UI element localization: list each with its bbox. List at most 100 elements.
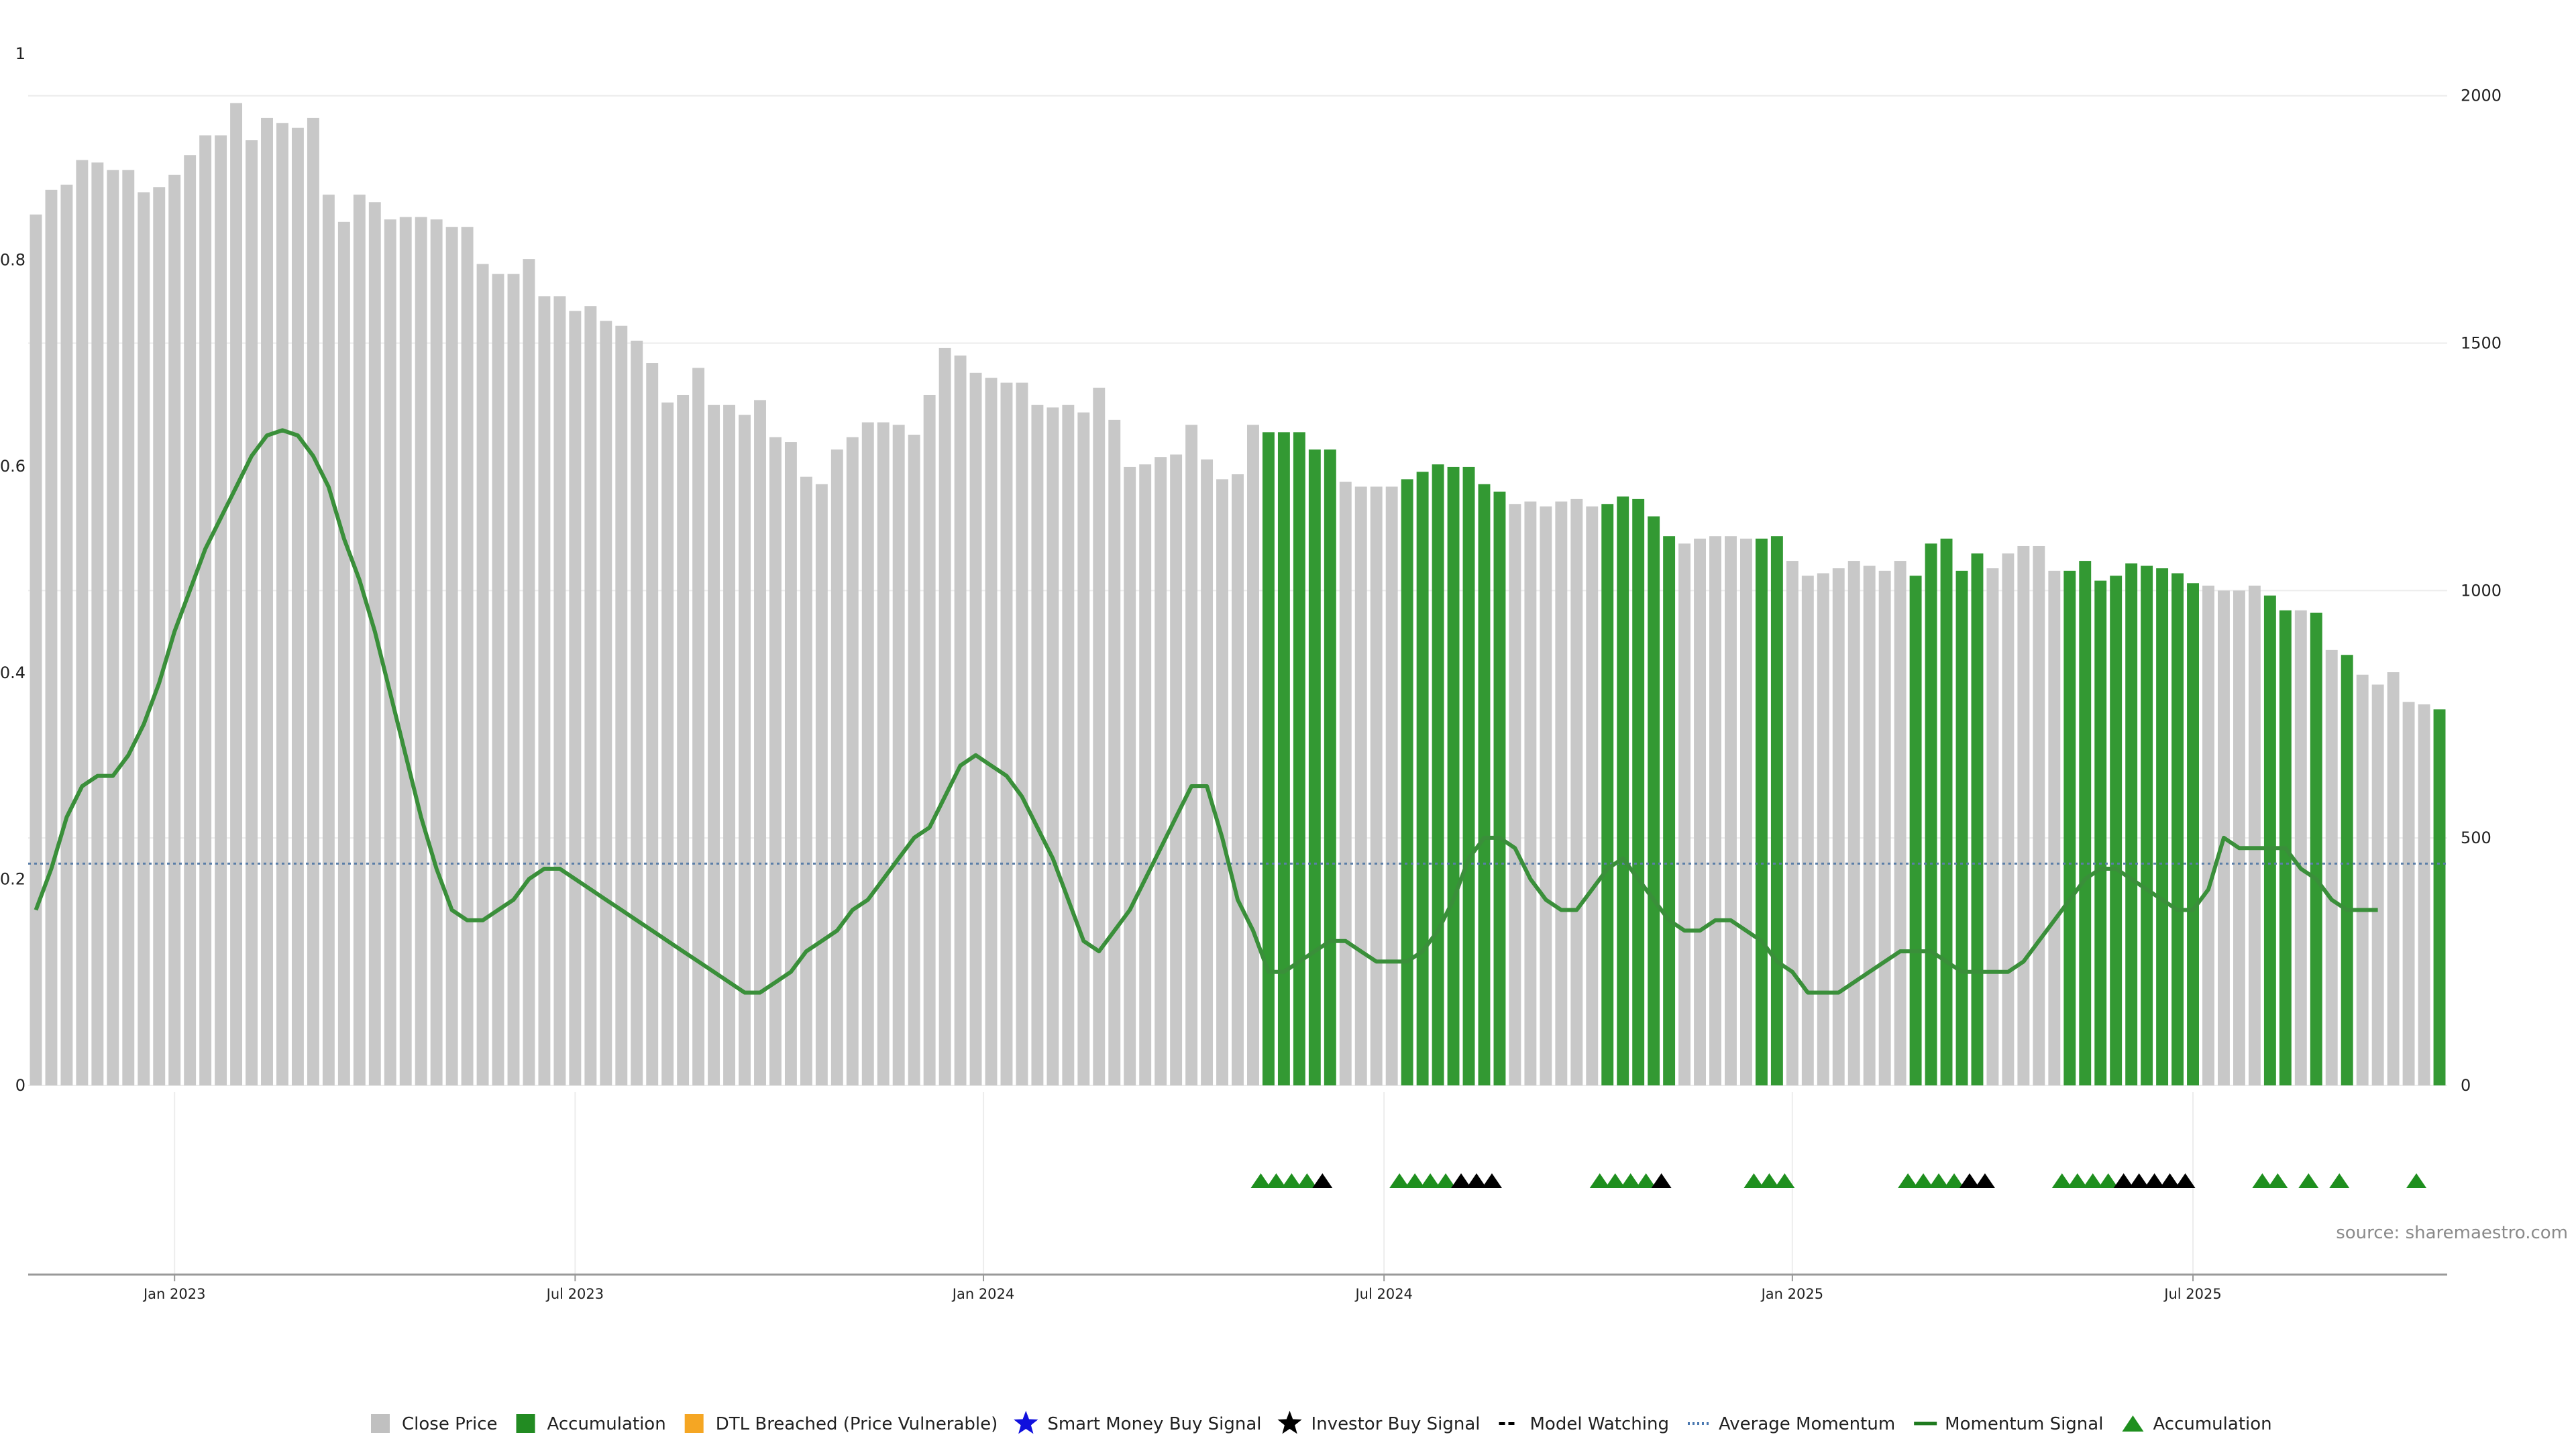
accumulation-bar [1493,491,1506,1085]
close-price-bar [276,123,288,1085]
close-price-bar [861,422,874,1085]
close-price-bar [830,449,843,1085]
accumulation-bar [2079,561,2092,1085]
accumulation-bar [1432,464,1444,1085]
accumulation-bar [1940,538,1953,1085]
source-label: source: sharemaestro.com [2336,1223,2568,1243]
legend-item: Average Momentum [1687,1414,1895,1434]
close-price-bar [2418,704,2430,1085]
close-price-bar [153,187,166,1085]
accumulation-bar [1909,576,1922,1085]
close-price-bar [569,311,582,1086]
accumulation-triangle [1774,1173,1795,1188]
right-axis-tick-label: 1000 [2461,581,2502,600]
close-price-bar [908,434,920,1085]
right-axis-tick-label: 500 [2461,828,2491,847]
close-price-bar [1108,419,1121,1085]
accumulation-bar [1971,553,1984,1085]
left-axis-tick-label: 0.2 [0,869,25,888]
accumulation-triangle [2406,1173,2427,1188]
legend-label: Accumulation [547,1414,666,1434]
accumulation-bar [2125,563,2138,1085]
accumulation-triangle [2267,1173,2288,1188]
accumulation-bar [2156,568,2169,1085]
legend-item: Momentum Signal [1914,1414,2103,1434]
close-price-bar [1678,543,1691,1085]
close-price-bar [45,189,58,1085]
accumulation-bar [2341,655,2353,1085]
investor-buy-marker [2144,1173,2165,1188]
close-price-bar [1709,536,1721,1085]
legend-item: Model Watching [1499,1414,1669,1434]
left-axis-tick-label: 0.4 [0,663,25,682]
close-price-bar [1216,479,1228,1085]
close-price-bar [307,117,319,1085]
close-price-bar [2325,649,2338,1085]
close-price-bar [184,155,197,1085]
close-price-bar [584,306,597,1086]
accumulation-bar [1324,449,1336,1085]
accumulation-triangle [1297,1173,1318,1188]
investor-buy-marker [1466,1173,1487,1188]
close-price-bar [969,372,982,1085]
legend-square-swatch [516,1414,535,1433]
legend-label: Investor Buy Signal [1311,1414,1481,1434]
accumulation-triangle [1944,1173,1965,1188]
close-price-bar [1509,504,1521,1085]
accumulation-triangle [2252,1173,2273,1188]
close-price-bar [30,214,42,1085]
close-price-bar [877,422,890,1085]
close-price-bar [215,135,227,1085]
close-price-bar [1124,466,1136,1085]
close-price-bar [246,140,258,1085]
left-axis-ticks: 0 0.2 0.4 0.6 0.8 1 [0,44,25,1095]
close-price-bar [1586,506,1599,1085]
close-price-bar [985,378,998,1085]
close-price-bar [938,347,951,1086]
close-price-bar [2371,684,2384,1085]
close-price-bar [1062,405,1075,1085]
close-price-bar [1077,412,1090,1085]
close-price-bar [2048,570,2061,1085]
close-price-bar [430,219,443,1086]
close-price-bar [1370,486,1383,1085]
accumulation-bar [1401,479,1413,1085]
legend-label: Average Momentum [1719,1414,1895,1434]
close-price-bar [631,340,643,1086]
accumulation-triangle [1405,1173,1426,1188]
close-price-bar [815,484,828,1085]
legend-star-icon [1014,1411,1038,1434]
accumulation-bar [2171,573,2184,1085]
close-price-bar [615,325,628,1086]
accumulation-bar [2141,566,2153,1085]
accumulation-bar [2094,580,2107,1085]
close-price-bar [138,192,150,1085]
accumulation-bar [1955,570,1968,1085]
x-axis-tick-label: Jan 2024 [951,1286,1015,1302]
accumulation-triangle [1281,1173,1302,1188]
accumulation-triangle [2051,1173,2072,1188]
accumulation-bar [1601,504,1614,1085]
close-price-bar [261,117,273,1085]
close-price-bar [661,402,674,1085]
legend-label: Accumulation [2153,1414,2271,1434]
x-axis-ticks: Jan 2023 Jul 2023 Jan 2024 Jul 2024 Jan 2025… [142,1275,2222,1302]
legend-square-swatch [371,1414,390,1433]
investor-buy-marker [2175,1173,2196,1188]
legend-item: Accumulation [2122,1414,2272,1434]
close-price-bar [1170,454,1183,1085]
investor-buy-marker [1959,1173,1980,1188]
close-price-bar [1139,464,1152,1085]
close-price-bar [1155,457,1167,1085]
right-axis-tick-label: 0 [2461,1076,2471,1095]
accumulation-triangle [1743,1173,1764,1188]
investor-buy-marker [1974,1173,1995,1188]
close-price-bar [1570,498,1583,1085]
close-price-bar [122,170,135,1086]
x-axis-tick-label: Jul 2023 [545,1286,604,1302]
legend-item: Investor Buy Signal [1277,1411,1481,1434]
close-price-bar [1739,538,1752,1085]
close-price-bar [846,437,859,1085]
legend-square-swatch [684,1414,704,1433]
investor-buy-marker [2129,1173,2149,1188]
